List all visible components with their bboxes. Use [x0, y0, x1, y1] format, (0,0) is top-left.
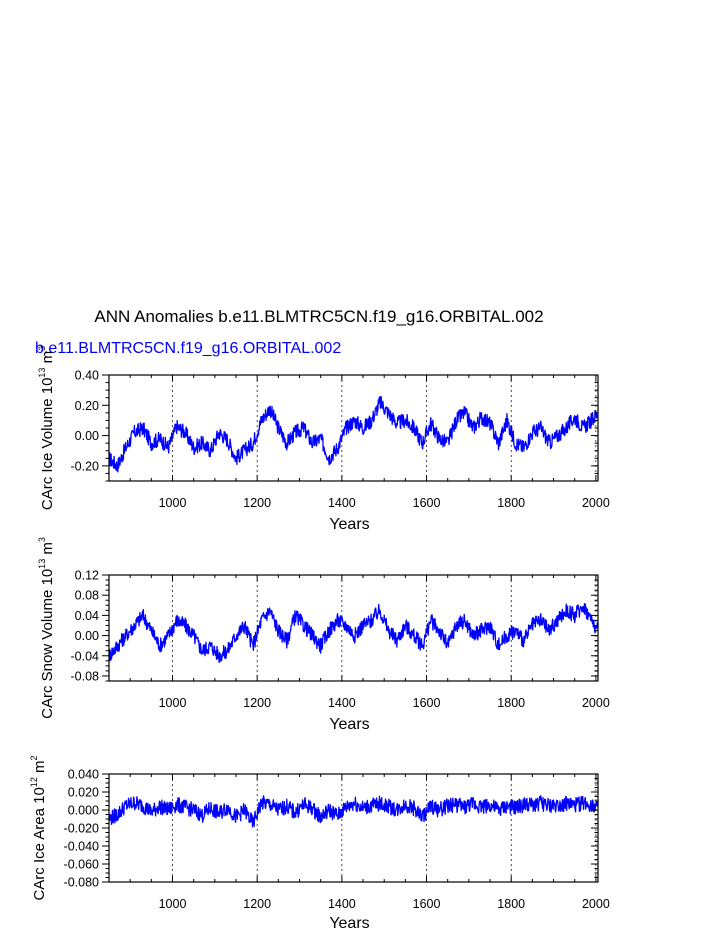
x-tick-label: 1000 — [159, 496, 187, 510]
x-tick-label: 1600 — [413, 897, 441, 911]
x-tick-label: 1400 — [328, 696, 356, 710]
y-tick-label: 0.00 — [75, 429, 99, 443]
x-tick-label: 1800 — [497, 496, 525, 510]
plot-frame — [108, 773, 599, 883]
y-tick-label: -0.020 — [64, 822, 99, 836]
y-tick-label: 0.20 — [75, 399, 99, 413]
x-tick-label: 1600 — [413, 496, 441, 510]
y-tick-label: 0.000 — [68, 804, 99, 818]
y-tick-label: 0.040 — [68, 768, 99, 782]
y-axis-label: CArc Snow Volume 1013 m3 — [37, 537, 56, 719]
y-tick-label: 0.00 — [75, 629, 99, 643]
y-tick-label: 0.12 — [75, 569, 99, 583]
y-tick-label: 0.40 — [75, 369, 99, 383]
x-tick-label: 1800 — [497, 696, 525, 710]
x-tick-label: 1400 — [328, 897, 356, 911]
x-tick-label: 1200 — [243, 496, 271, 510]
x-tick-label: 2000 — [582, 496, 610, 510]
data-series-line — [108, 795, 599, 828]
chart-title: ANN Anomalies b.e11.BLMTRC5CN.f19_g16.OR… — [94, 307, 543, 326]
x-tick-label: 1200 — [243, 696, 271, 710]
panel-ice-volume: 1000 1200 1400 1600 1800 2000 -0.20 0.00 0.20 0.4… — [37, 346, 610, 533]
y-axis-label: CArc Ice Area 1012 m2 — [29, 755, 48, 900]
x-axis-label: Years — [329, 716, 369, 733]
x-tick-label: 2000 — [582, 696, 610, 710]
x-tick-label: 1600 — [413, 696, 441, 710]
y-tick-label: -0.060 — [64, 858, 99, 872]
x-tick-label: 1200 — [243, 897, 271, 911]
y-tick-label: -0.040 — [64, 840, 99, 854]
y-tick-label: -0.04 — [71, 649, 100, 663]
x-axis-label: Years — [329, 915, 369, 932]
y-tick-label: 0.08 — [75, 589, 99, 603]
y-axis-label: CArc Ice Volume 1013 m3 — [37, 346, 56, 510]
x-tick-label: 1000 — [159, 897, 187, 911]
series-legend-label: b.e11.BLMTRC5CN.f19_g16.ORBITAL.002 — [35, 340, 341, 357]
x-axis-label: Years — [329, 516, 369, 533]
y-tick-label: 0.04 — [75, 609, 99, 623]
y-tick-label: 0.020 — [68, 786, 99, 800]
y-tick-label: -0.080 — [64, 876, 99, 890]
data-series-line — [108, 603, 599, 663]
panel-snow-volume: 1000 1200 1400 1600 1800 2000 -0.08 -0.04 0.00 0.… — [37, 537, 610, 733]
y-tick-label: -0.20 — [71, 459, 100, 473]
y-tick-label: -0.08 — [71, 669, 100, 683]
plot-frame — [108, 574, 599, 682]
panel-ice-area: 1000 1200 1400 1600 1800 2000 -0.080 -0.060 -0.0… — [29, 755, 610, 932]
x-tick-label: 1800 — [497, 897, 525, 911]
x-tick-label: 1000 — [159, 696, 187, 710]
data-series-line — [109, 395, 599, 473]
x-tick-label: 1400 — [328, 496, 356, 510]
x-tick-label: 2000 — [582, 897, 610, 911]
